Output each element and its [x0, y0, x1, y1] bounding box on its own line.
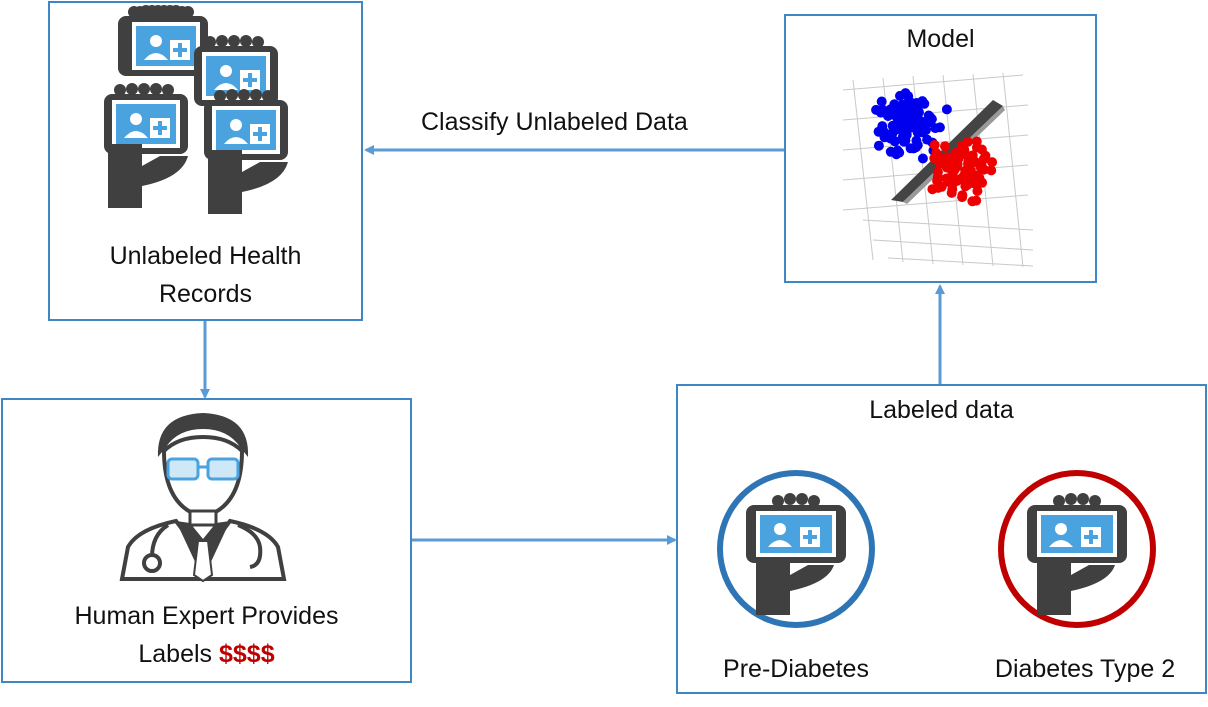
scatter-red-point: [967, 150, 978, 161]
scatter-blue-point: [891, 111, 902, 122]
scatter-blue-point: [879, 132, 890, 143]
scatter-blue-point: [903, 91, 914, 102]
scatter-blue-point: [920, 125, 931, 136]
health-record-stack-icon: [104, 5, 288, 214]
scatter-red-point: [976, 144, 987, 155]
node-labeled-label: Labeled data: [869, 396, 1014, 424]
scatter-red-point: [949, 175, 960, 186]
node-unlabeled-label: Unlabeled Health Records: [109, 242, 302, 308]
scatter-blue-point: [887, 120, 898, 131]
scatter-red-point: [962, 136, 973, 147]
scatter-blue-point: [888, 102, 899, 113]
scatter-blue-point: [910, 114, 921, 124]
scatter-red-point: [977, 177, 988, 188]
scatter-blue-point: [917, 96, 928, 107]
scatter-red-point: [933, 182, 944, 193]
scatter-blue-point: [898, 121, 908, 132]
scatter-blue-point: [934, 122, 945, 133]
scatter-red-point: [929, 140, 940, 150]
edge-label-classify: Classify Unlabeled Data: [421, 108, 688, 136]
scatter-blue-point: [941, 104, 952, 115]
scatter-blue-point: [886, 132, 897, 143]
scatter-blue-point: [876, 96, 887, 107]
node-expert-label: Human Expert Provides Labels $$$$: [74, 602, 339, 668]
pre-diabetes-record-icon: [717, 470, 875, 628]
scatter-red-point: [946, 187, 957, 198]
scatter-blue-point: [877, 104, 888, 115]
scatter-red-point: [934, 158, 945, 169]
class-pre-diabetes-label: Pre-Diabetes: [723, 655, 869, 683]
scatter-red-point: [964, 160, 975, 171]
scatter-red-point: [951, 152, 962, 163]
scatter-blue-point: [895, 90, 905, 101]
node-model: [784, 14, 1097, 283]
scatter-red-point: [959, 145, 970, 155]
scatter-red-point: [942, 155, 953, 166]
labeling-cost: $$$$: [219, 640, 275, 668]
scatter-red-point: [957, 192, 968, 203]
scatter-3d-icon: [842, 72, 1034, 268]
scatter-blue-point: [917, 153, 928, 164]
scatter-blue-point: [926, 114, 937, 125]
node-model-label: Model: [906, 25, 975, 53]
scatter-blue-point: [912, 140, 923, 151]
scatter-blue-point: [909, 102, 920, 112]
scatter-red-point: [940, 141, 950, 152]
scatter-blue-point: [899, 100, 910, 111]
scatter-red-point: [986, 165, 997, 176]
doctor-icon: [119, 413, 287, 583]
scatter-blue-point: [900, 130, 911, 141]
diabetes-type2-record-icon: [998, 470, 1156, 628]
scatter-red-point: [987, 157, 998, 168]
scatter-blue-point: [873, 140, 884, 151]
scatter-blue-point: [877, 121, 888, 132]
scatter-red-point: [971, 195, 982, 206]
scatter-red-point: [976, 160, 987, 171]
class-diabetes-type2-label: Diabetes Type 2: [994, 655, 1176, 683]
scatter-blue-point: [894, 147, 905, 158]
scatter-red-point: [971, 136, 982, 147]
